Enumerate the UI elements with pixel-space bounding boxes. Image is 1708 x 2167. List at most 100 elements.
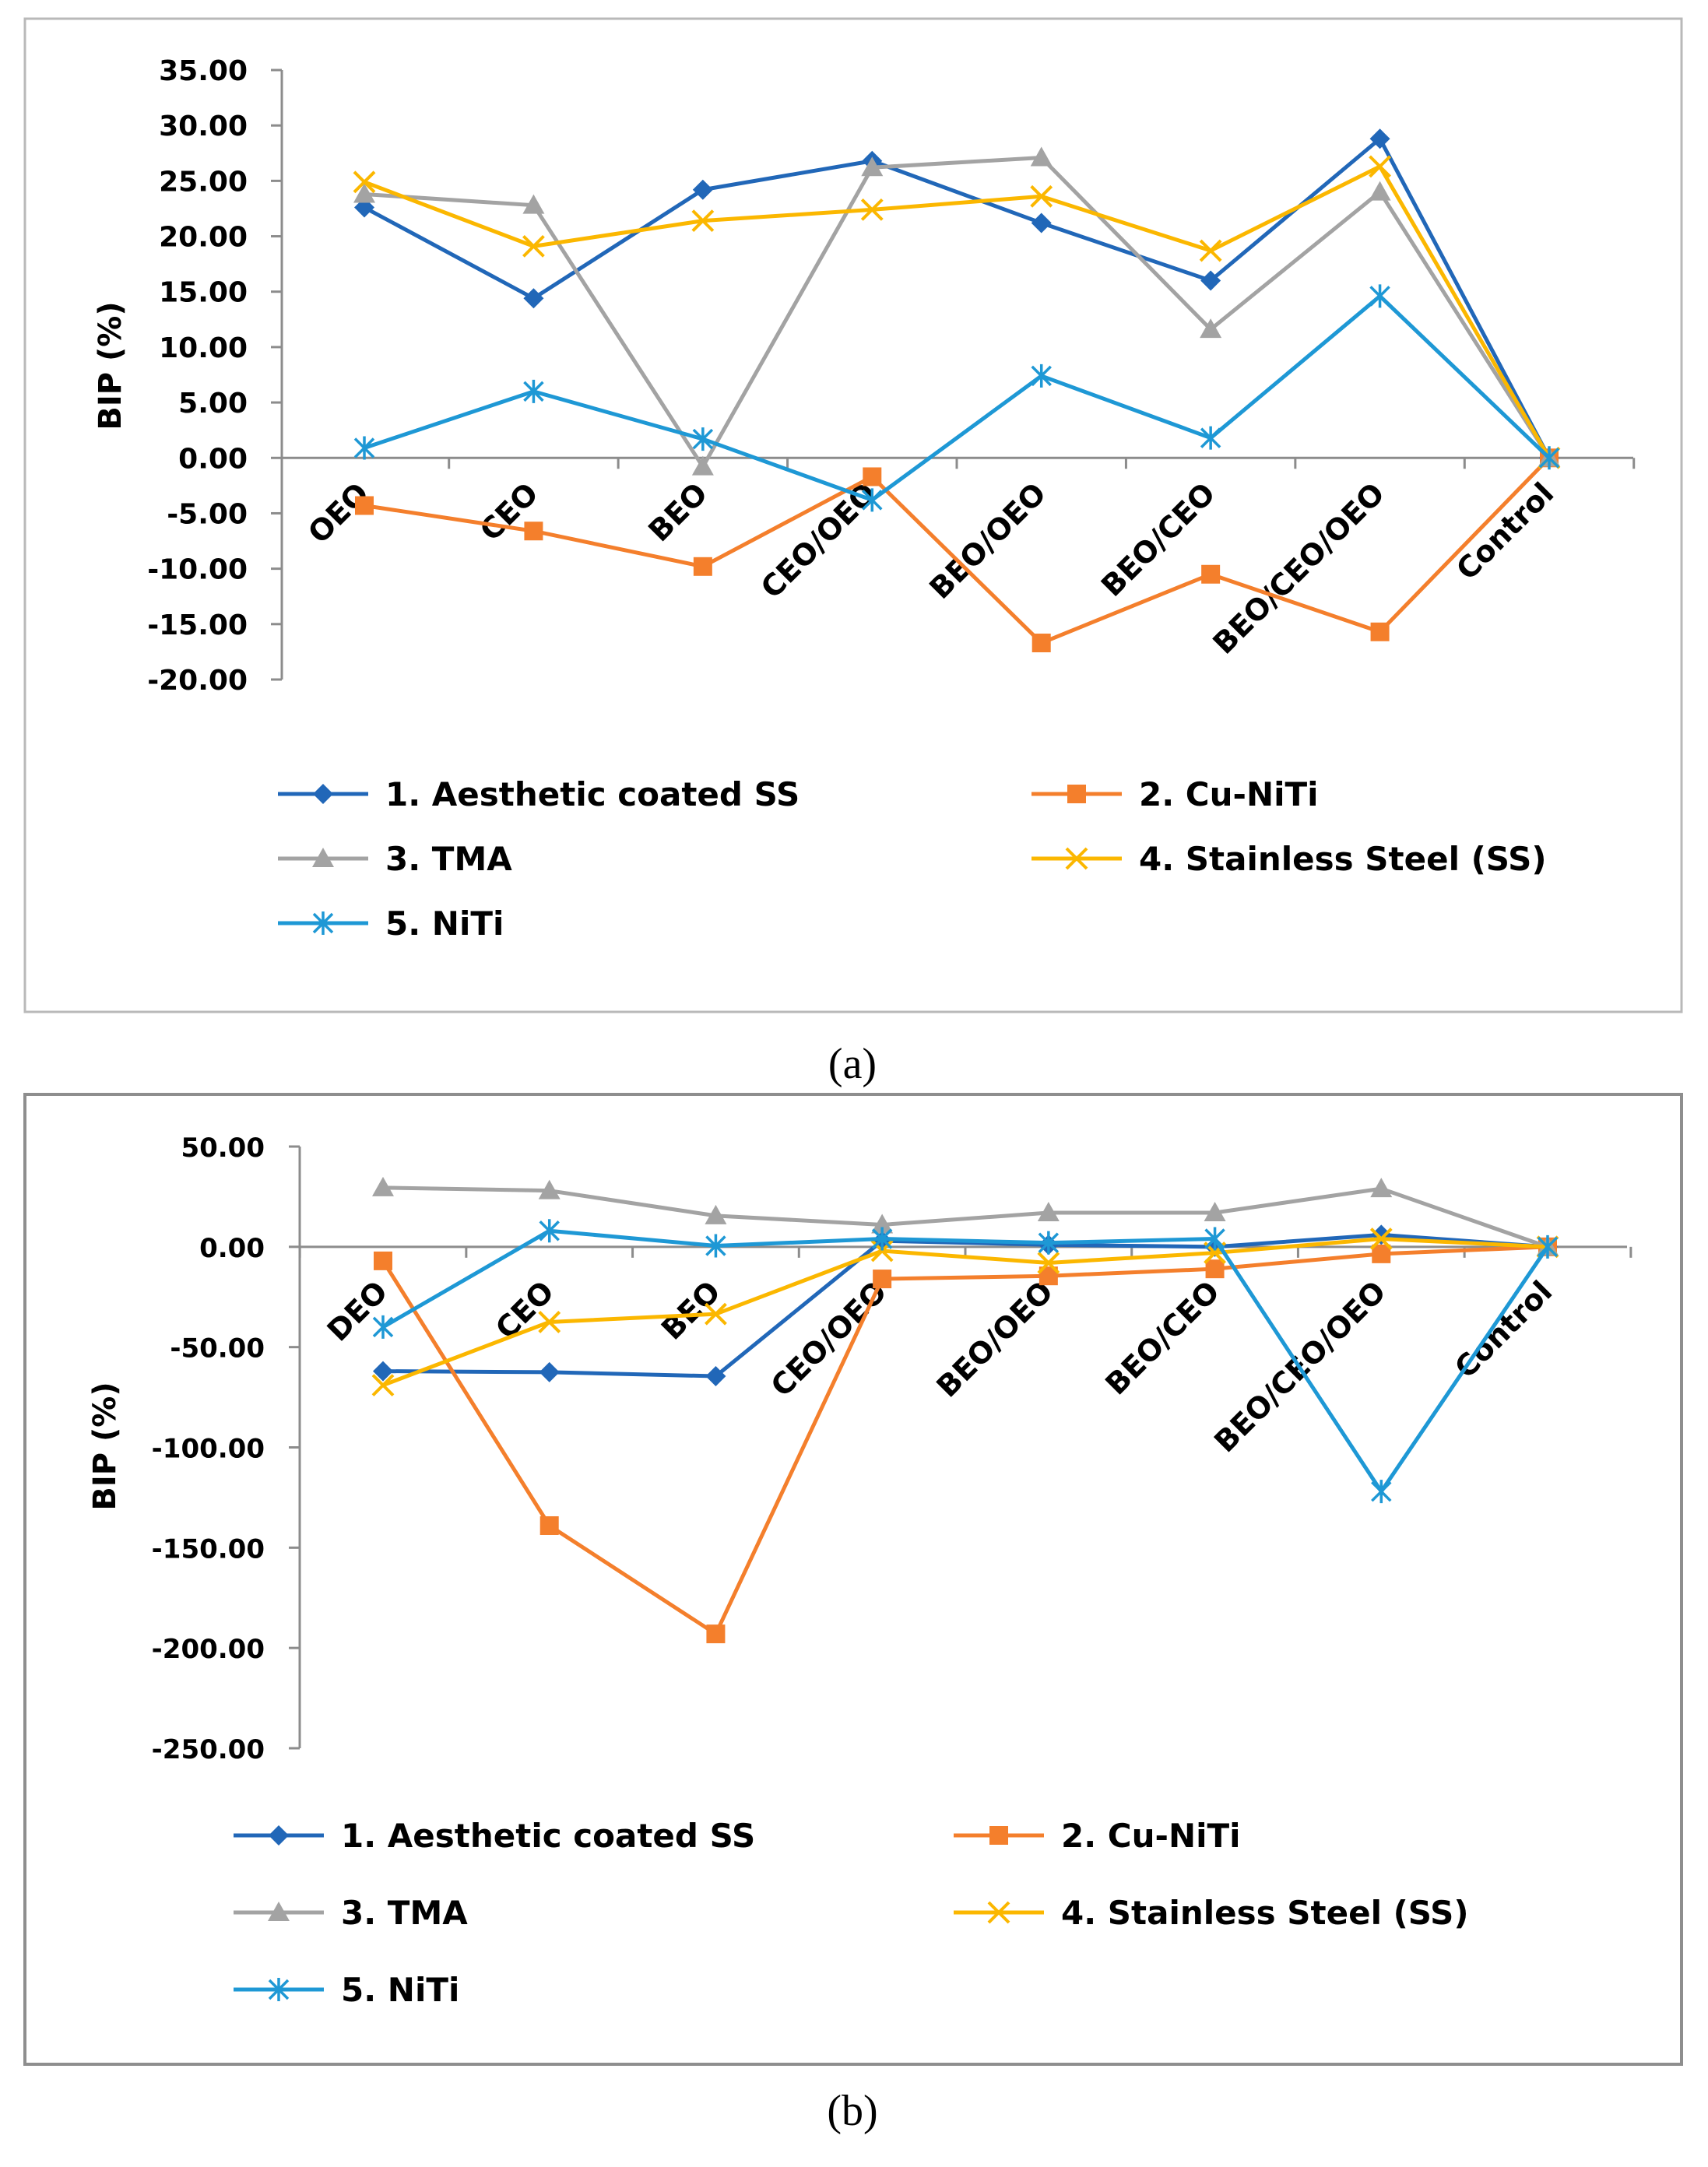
legend-marker — [989, 1826, 1008, 1845]
data-point — [862, 488, 883, 512]
data-point — [1369, 155, 1391, 178]
data-point — [860, 198, 884, 221]
y-tick-label: 30.00 — [159, 111, 248, 142]
data-point — [523, 379, 544, 403]
y-tick-label: -200.00 — [152, 1634, 265, 1665]
data-point — [1031, 364, 1052, 388]
data-point — [539, 1219, 560, 1243]
y-tick-label: -100.00 — [152, 1434, 265, 1465]
chart-b: BIP (%) 50.00 0.00 -50.00 -100.00 -150.00 -20… — [23, 1093, 1683, 2066]
data-point — [863, 467, 882, 486]
legend-item: 3. TMA — [234, 1894, 468, 1932]
data-point — [372, 1176, 394, 1196]
data-point — [1030, 184, 1053, 208]
data-point — [371, 1374, 395, 1397]
chart-b-series — [371, 1176, 1559, 1644]
series-niti — [372, 1219, 1559, 1504]
chart-a: BIP (%) 35.00 30.00 25.00 20.00 15.00 10.00 5.… — [23, 17, 1683, 1013]
data-point — [1037, 1252, 1060, 1274]
y-tick-label: 25.00 — [159, 166, 248, 198]
y-tick-label: 20.00 — [159, 222, 248, 254]
chart-a-series — [353, 128, 1561, 653]
y-tick-label: -15.00 — [147, 609, 248, 641]
data-point — [538, 1311, 561, 1333]
data-point — [1200, 270, 1221, 291]
chart-a-yticks: 35.00 30.00 25.00 20.00 15.00 10.00 5.00 0.00 -5… — [147, 55, 248, 697]
data-point — [871, 1227, 893, 1251]
data-point — [1200, 318, 1222, 339]
data-point — [1369, 181, 1391, 201]
series-line — [364, 293, 1551, 502]
data-point — [524, 522, 543, 541]
y-tick-label: -150.00 — [152, 1533, 265, 1565]
data-point — [1537, 1235, 1559, 1259]
legend-marker — [268, 1978, 290, 2001]
legend-label: 4. Stainless Steel (SS) — [1061, 1894, 1469, 1932]
chart-b-frame — [23, 1093, 1683, 2066]
legend-label: 1. Aesthetic coated SS — [341, 1817, 755, 1855]
data-point — [1370, 622, 1390, 641]
series-line — [364, 155, 1552, 469]
y-tick-label: 10.00 — [159, 332, 248, 364]
data-point — [1369, 128, 1390, 149]
legend-label: 3. TMA — [385, 840, 512, 878]
chart-b-yticks: 50.00 0.00 -50.00 -100.00 -150.00 -200.00 -250… — [152, 1133, 265, 1765]
data-point — [539, 1361, 560, 1382]
caption-a: (a) — [828, 1040, 877, 1088]
series-ss — [371, 1227, 1559, 1397]
y-tick-label: 15.00 — [159, 277, 248, 309]
legend-marker — [269, 1825, 289, 1846]
legend-marker — [313, 784, 333, 804]
data-point — [1538, 446, 1560, 470]
data-point — [1369, 284, 1390, 308]
series-line — [381, 1245, 1548, 1636]
y-tick-label: 50.00 — [181, 1133, 265, 1164]
data-point — [372, 1315, 394, 1339]
data-point — [705, 1302, 727, 1326]
data-point — [705, 1234, 726, 1258]
legend-marker — [987, 1901, 1010, 1924]
legend-item: 4. Stainless Steel (SS) — [954, 1894, 1469, 1932]
data-point — [691, 209, 715, 233]
series-line — [364, 164, 1552, 459]
data-point — [353, 170, 376, 194]
data-point — [522, 234, 545, 258]
series-ss — [353, 155, 1561, 469]
data-point — [692, 179, 713, 200]
chart-a-axes — [271, 68, 1636, 681]
legend-label: 5. NiTi — [341, 1971, 459, 2009]
data-point — [1370, 1178, 1393, 1198]
data-point — [1372, 1244, 1391, 1263]
data-point — [353, 436, 375, 460]
legend-label: 3. TMA — [341, 1894, 468, 1932]
legend-marker — [1065, 847, 1088, 870]
data-point — [1204, 1227, 1225, 1251]
data-point — [1031, 212, 1052, 234]
series-line — [382, 1237, 1548, 1387]
legend-item: 4. Stainless Steel (SS) — [1031, 840, 1547, 878]
legend-item: 2. Cu-NiTi — [1031, 775, 1319, 813]
caption-b: (b) — [827, 2087, 877, 2135]
series-line — [382, 1232, 1548, 1379]
data-point — [355, 496, 374, 515]
legend-label: 1. Aesthetic coated SS — [385, 775, 800, 813]
legend-marker — [268, 1902, 290, 1921]
data-point — [353, 183, 375, 203]
data-point — [873, 1270, 892, 1289]
data-point — [705, 1204, 727, 1224]
data-point — [693, 557, 712, 576]
y-tick-label: 0.00 — [199, 1233, 265, 1264]
data-point — [538, 1179, 561, 1199]
chart-b-legend: 1. Aesthetic coated SS 2. Cu-NiTi 3. TMA 4.… — [234, 1817, 1469, 2009]
series-niti — [353, 284, 1560, 512]
legend-item: 5. NiTi — [278, 904, 504, 943]
data-point — [1038, 1231, 1060, 1255]
data-point — [1371, 1480, 1392, 1504]
legend-item: 1. Aesthetic coated SS — [234, 1817, 755, 1855]
series-line — [364, 456, 1551, 645]
legend-item: 1. Aesthetic coated SS — [278, 775, 800, 813]
y-tick-label: -10.00 — [147, 554, 248, 586]
series-line — [381, 1228, 1550, 1494]
